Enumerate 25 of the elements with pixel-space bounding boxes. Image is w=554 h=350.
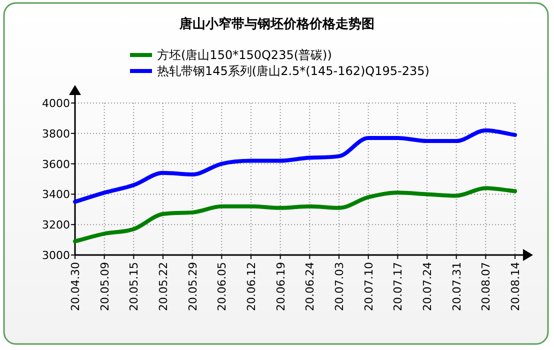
y-tick-label: 3000 [42, 249, 70, 262]
x-tick-label: 20.08.14 [509, 262, 522, 311]
x-tick-label: 20.08.07 [480, 262, 493, 311]
x-tick-label: 20.06.12 [245, 262, 258, 311]
x-tick-label: 20.07.17 [392, 262, 405, 311]
x-tick-label: 20.07.24 [421, 262, 434, 311]
x-tick-label: 20.07.03 [333, 262, 346, 311]
x-tick-label: 20.05.22 [157, 262, 170, 311]
x-tick-label: 20.05.29 [186, 262, 200, 311]
x-tick-label: 20.05.09 [98, 262, 112, 311]
x-tick-label: 20.05.15 [128, 262, 141, 311]
y-tick-label: 3200 [42, 218, 70, 232]
y-tick-label: 4000 [42, 97, 70, 110]
legend-label: 方坯(唐山150*150Q235(普碳)) [157, 48, 332, 62]
x-tick-label: 20.04.30 [69, 262, 82, 311]
x-tick-label: 20.06.24 [304, 262, 317, 311]
chart-title: 唐山小窄带与钢坯价格价格走势图 [178, 16, 374, 32]
x-tick-label: 20.06.19 [274, 262, 288, 311]
y-tick-label: 3600 [42, 158, 70, 171]
legend-label: 热轧带钢145系列(唐山2.5*(145-162)Q195-235) [157, 64, 430, 78]
x-tick-label: 20.07.31 [450, 262, 464, 311]
x-tick-label: 20.07.10 [362, 262, 376, 311]
y-tick-label: 3400 [42, 188, 70, 202]
y-tick-label: 3800 [42, 127, 70, 140]
x-tick-label: 20.06.05 [216, 262, 229, 311]
